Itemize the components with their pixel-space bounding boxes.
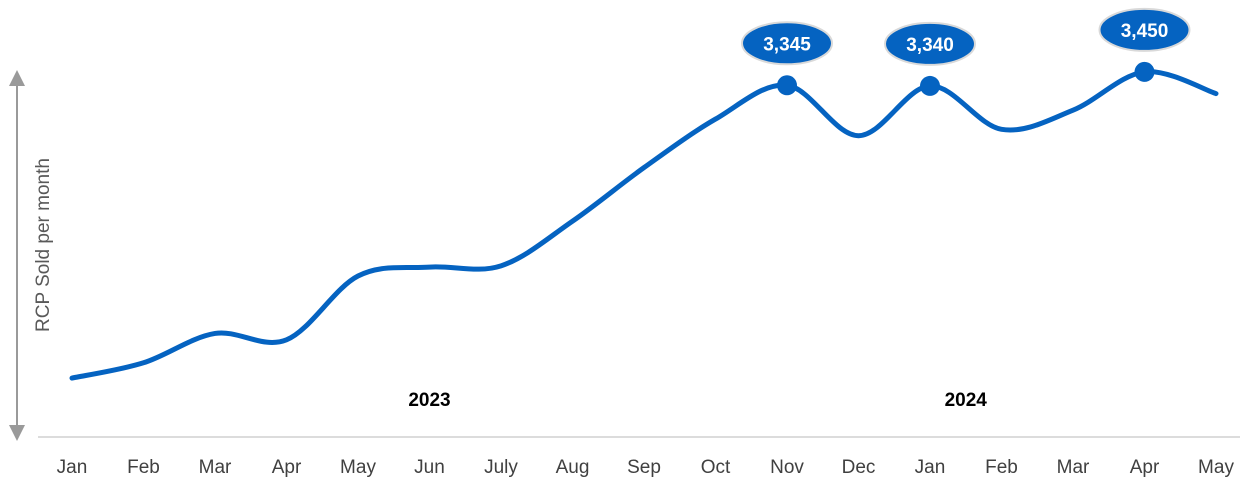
x-tick-label: Apr bbox=[1130, 457, 1160, 478]
data-point-marker bbox=[777, 75, 797, 96]
x-tick-label: July bbox=[484, 457, 518, 478]
x-tick-label: Oct bbox=[701, 457, 731, 478]
x-tick-label: Feb bbox=[985, 457, 1018, 478]
data-label: 3,340 bbox=[906, 35, 954, 56]
year-label-2023: 2023 bbox=[408, 390, 451, 411]
x-tick-label: Jan bbox=[915, 457, 946, 478]
value-callout-bubble bbox=[1098, 7, 1191, 52]
x-tick-label: Sep bbox=[627, 457, 661, 478]
x-tick-label: May bbox=[1198, 457, 1234, 478]
x-tick-label: Dec bbox=[842, 457, 876, 478]
x-tick-label: Aug bbox=[556, 457, 590, 478]
x-tick-label: Mar bbox=[199, 457, 232, 478]
year-label-2024: 2024 bbox=[944, 390, 987, 411]
x-tick-label: May bbox=[340, 457, 376, 478]
x-tick-label: Apr bbox=[272, 457, 302, 478]
data-point-marker bbox=[1134, 61, 1155, 82]
x-tick-label: Mar bbox=[1057, 457, 1090, 478]
x-tick-label: Jan bbox=[57, 457, 88, 478]
value-callout-bubble bbox=[884, 21, 976, 66]
series-line bbox=[69, 69, 1219, 381]
value-callout-bubble bbox=[741, 21, 833, 66]
data-label: 3,450 bbox=[1121, 21, 1169, 42]
x-tick-label: Jun bbox=[414, 457, 445, 478]
y-axis-label: RCP Sold per month bbox=[33, 158, 54, 332]
data-label: 3,345 bbox=[763, 34, 811, 55]
data-point-marker bbox=[920, 75, 940, 96]
x-tick-label: Nov bbox=[770, 457, 804, 478]
x-tick-label: Feb bbox=[127, 457, 160, 478]
